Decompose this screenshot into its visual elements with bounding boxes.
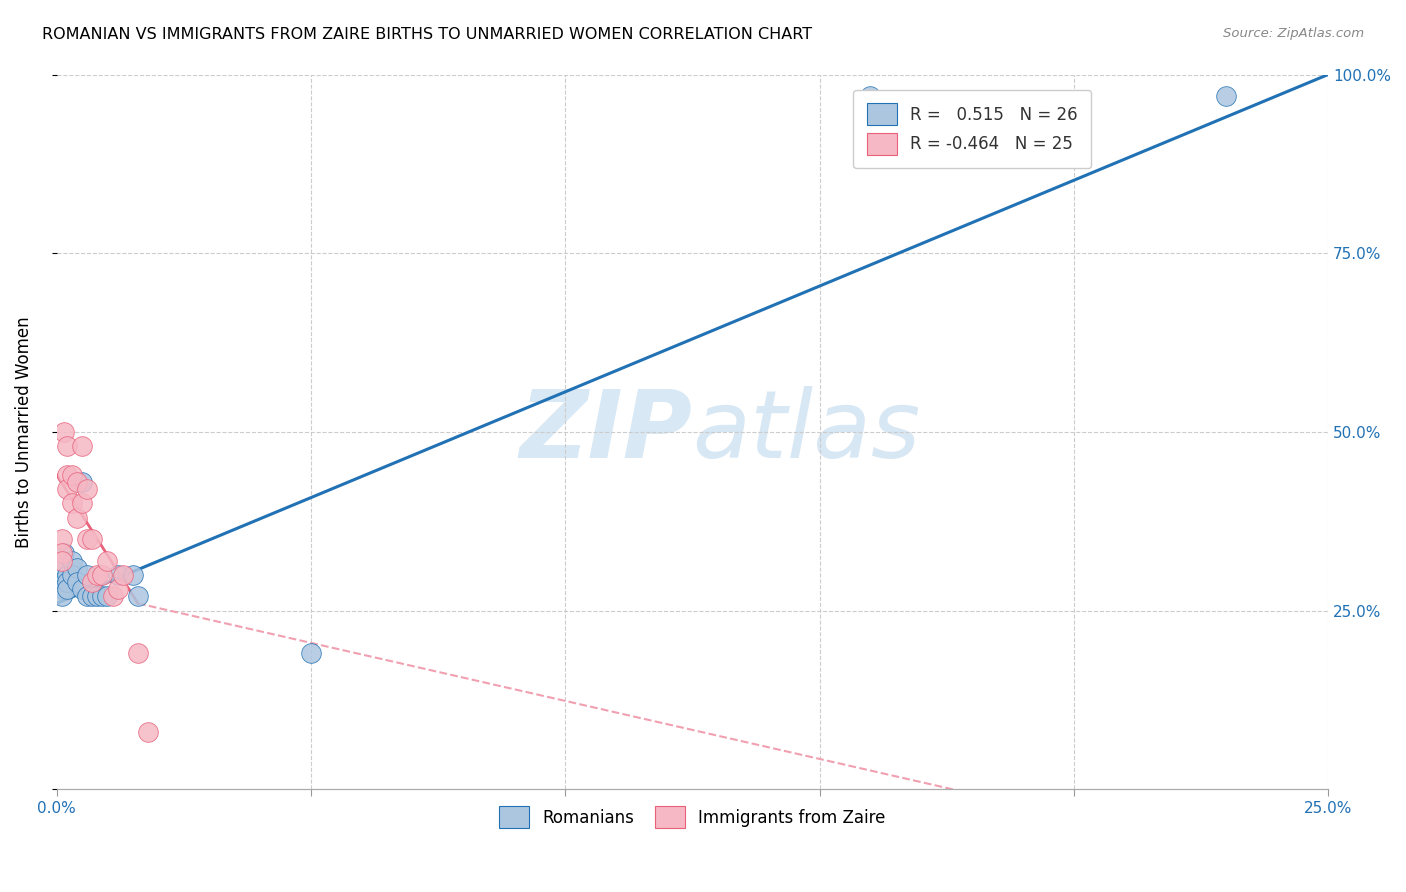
Text: Source: ZipAtlas.com: Source: ZipAtlas.com <box>1223 27 1364 40</box>
Point <box>55 574 77 589</box>
Point <box>86 567 108 582</box>
Point <box>70 496 93 510</box>
Point <box>53 425 76 439</box>
Point <box>76 567 98 582</box>
Point <box>111 567 134 582</box>
Point <box>91 589 114 603</box>
Point <box>51 589 73 603</box>
Text: ZIP: ZIP <box>519 386 692 478</box>
Point <box>127 589 149 603</box>
Point <box>55 482 77 496</box>
Point <box>66 475 89 489</box>
Point <box>82 589 104 603</box>
Point <box>76 482 98 496</box>
Point <box>122 567 145 582</box>
Point <box>107 567 129 582</box>
Point <box>96 553 118 567</box>
Point <box>66 560 89 574</box>
Point <box>66 574 89 589</box>
Point <box>51 553 73 567</box>
Point <box>127 647 149 661</box>
Point <box>86 589 108 603</box>
Point <box>107 582 129 596</box>
Point <box>1215 89 1237 103</box>
Point <box>60 567 83 582</box>
Point <box>60 553 83 567</box>
Point <box>96 589 118 603</box>
Point <box>55 582 77 596</box>
Point <box>51 560 73 574</box>
Point <box>76 589 98 603</box>
Point <box>51 532 73 546</box>
Point <box>55 567 77 582</box>
Point <box>51 546 73 560</box>
Point <box>60 496 83 510</box>
Point <box>53 546 76 560</box>
Point <box>51 574 73 589</box>
Text: atlas: atlas <box>692 386 921 477</box>
Legend: Romanians, Immigrants from Zaire: Romanians, Immigrants from Zaire <box>492 800 891 835</box>
Point <box>76 532 98 546</box>
Point <box>66 510 89 524</box>
Point <box>70 439 93 453</box>
Point <box>55 439 77 453</box>
Point <box>101 589 124 603</box>
Point <box>91 567 114 582</box>
Point <box>70 582 93 596</box>
Point <box>82 532 104 546</box>
Point <box>55 467 77 482</box>
Point <box>60 467 83 482</box>
Point <box>136 725 159 739</box>
Text: ROMANIAN VS IMMIGRANTS FROM ZAIRE BIRTHS TO UNMARRIED WOMEN CORRELATION CHART: ROMANIAN VS IMMIGRANTS FROM ZAIRE BIRTHS… <box>42 27 813 42</box>
Point <box>299 647 322 661</box>
Point <box>51 582 73 596</box>
Point <box>859 89 882 103</box>
Point <box>70 475 93 489</box>
Point <box>82 574 104 589</box>
Y-axis label: Births to Unmarried Women: Births to Unmarried Women <box>15 316 32 548</box>
